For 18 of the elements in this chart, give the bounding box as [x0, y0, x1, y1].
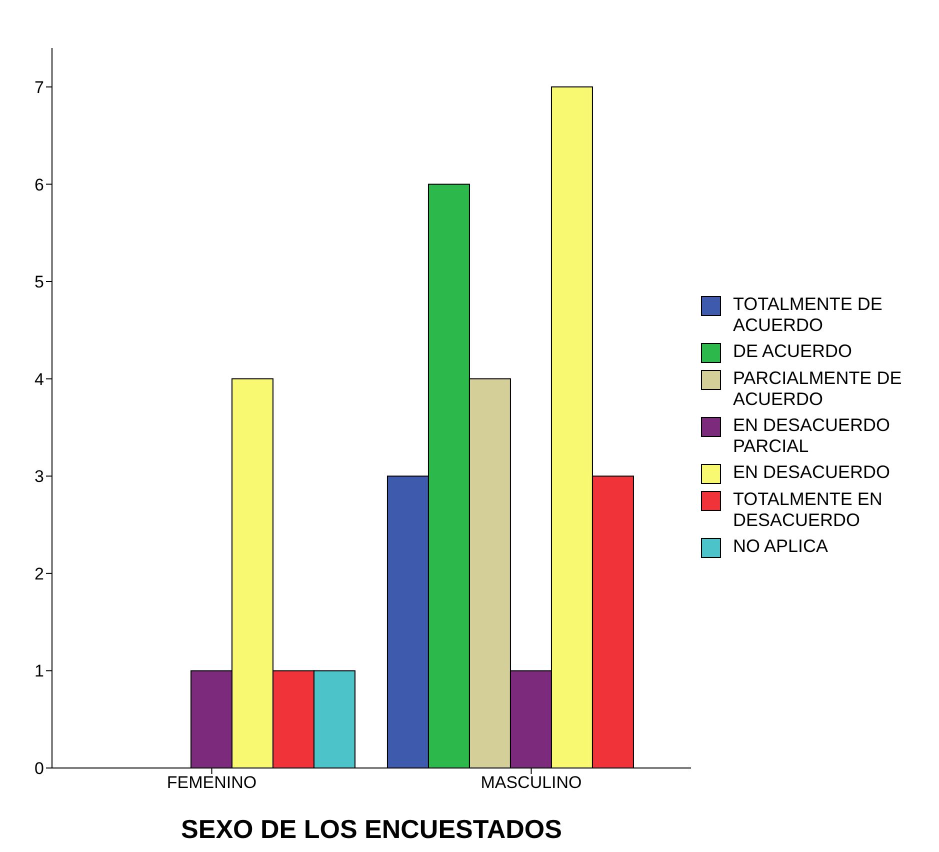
legend-label: TOTALMENTE DE ACUERDO	[733, 294, 884, 336]
y-tick-label: 1	[34, 662, 44, 681]
y-tick-label: 5	[34, 272, 44, 292]
y-tick-label: 3	[34, 467, 44, 486]
legend-label: NO APLICA	[733, 536, 828, 556]
y-tick-label: 0	[34, 759, 44, 778]
x-tick-label: MASCULINO	[480, 773, 582, 792]
legend-label: EN DESACUERDO PARCIAL	[733, 414, 892, 456]
y-tick-label: 2	[34, 564, 44, 584]
x-axis-title: SEXO DE LOS ENCUESTADOS	[181, 814, 562, 844]
legend-label: EN DESACUERDO	[733, 462, 890, 482]
legend-label: PARCIALMENTE DE ACUERDO	[733, 368, 903, 410]
x-tick-label: FEMENINO	[166, 773, 257, 792]
y-tick-label: 4	[34, 370, 44, 389]
legend-label: TOTALMENTE EN DESACUERDO	[733, 488, 884, 530]
y-tick-label: 7	[34, 78, 44, 97]
legend-label: DE ACUERDO	[733, 340, 852, 362]
y-tick-label: 6	[34, 175, 44, 194]
